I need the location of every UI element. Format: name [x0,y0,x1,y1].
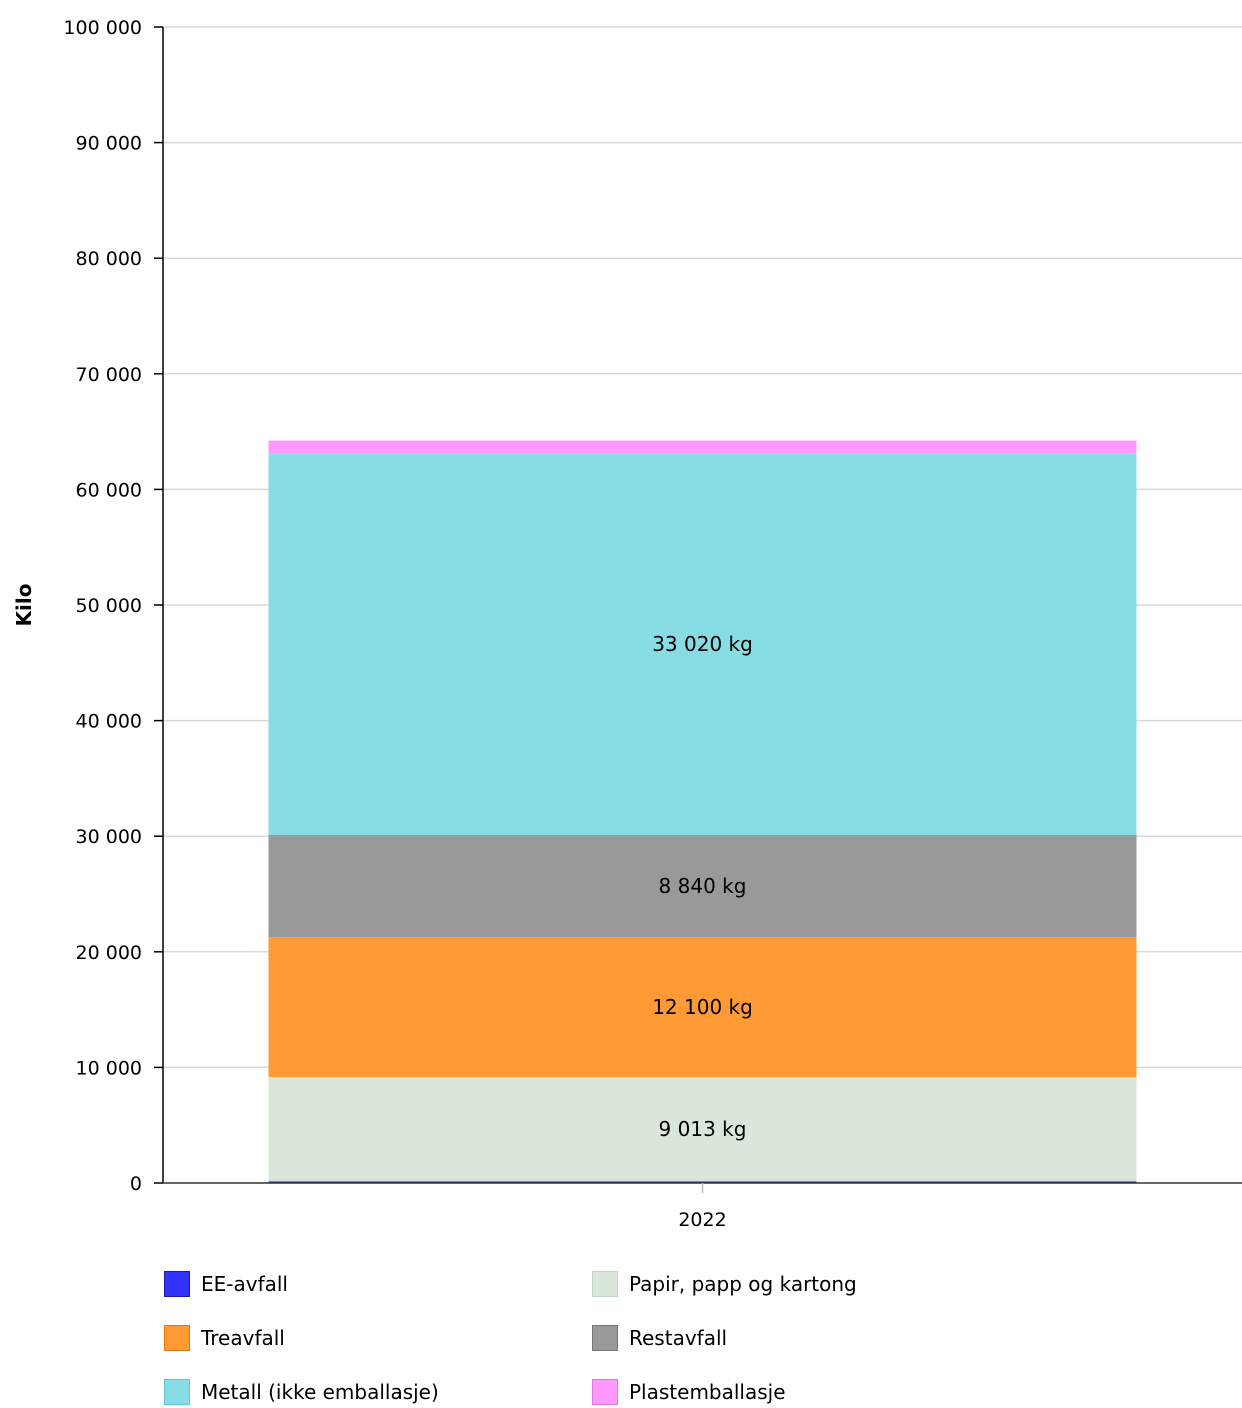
legend-swatch [164,1271,190,1297]
bar-segment[interactable] [268,1181,1137,1183]
legend-label: Restavfall [629,1326,728,1350]
legend-item[interactable]: Plastemballasje [592,1376,786,1408]
segment-labels: 9 013 kg 12 100 kg 8 840 kg 33 020 kg [652,632,753,1141]
legend-swatch [592,1325,618,1351]
y-tick-label: 0 [130,1173,142,1195]
y-tick-label: 80 000 [76,248,142,270]
y-tick-label: 70 000 [76,364,142,386]
y-tick-label: 30 000 [76,826,142,848]
legend-item[interactable]: EE-avfall [164,1268,288,1300]
y-tick-label: 10 000 [76,1057,142,1079]
y-axis-label: Kilo [12,584,36,627]
data-label: 33 020 kg [652,632,753,656]
data-label: 12 100 kg [652,995,753,1019]
bar-segments [268,440,1137,1183]
bar-segment[interactable] [268,440,1137,454]
legend-swatch [592,1379,618,1405]
legend-label: Plastemballasje [629,1380,786,1404]
x-axis-ticks: 2022 [678,1183,727,1231]
bar-segment[interactable] [268,835,1137,938]
y-tick-label: 100 000 [63,17,142,39]
legend-label: Metall (ikke emballasje) [201,1380,439,1404]
legend-label: Treavfall [201,1326,285,1350]
y-tick-label: 20 000 [76,942,142,964]
legend-item[interactable]: Treavfall [164,1322,285,1354]
legend-swatch [164,1379,190,1405]
y-tick-label: 50 000 [76,595,142,617]
y-tick-label: 60 000 [76,479,142,501]
legend-label: Papir, papp og kartong [629,1272,857,1296]
legend-item[interactable]: Metall (ikke emballasje) [164,1376,439,1408]
bar-segment[interactable] [268,1077,1137,1182]
legend-swatch [164,1325,190,1351]
legend-item[interactable]: Papir, papp og kartong [592,1268,857,1300]
stacked-bar-chart: 0 10 000 20 000 30 000 40 000 50 000 60 000 70 … [12,17,1242,1231]
legend-swatch [592,1271,618,1297]
bar-segment[interactable] [268,937,1137,1078]
data-label: 9 013 kg [659,1117,747,1141]
data-label: 8 840 kg [659,874,747,898]
x-tick-label: 2022 [678,1209,726,1231]
y-axis-ticks: 0 10 000 20 000 30 000 40 000 50 000 60 000 70 … [63,17,163,1195]
bar-segment[interactable] [268,453,1137,836]
legend-item[interactable]: Restavfall [592,1322,727,1354]
y-tick-label: 90 000 [76,133,142,155]
y-tick-label: 40 000 [76,711,142,733]
legend-label: EE-avfall [201,1272,288,1296]
